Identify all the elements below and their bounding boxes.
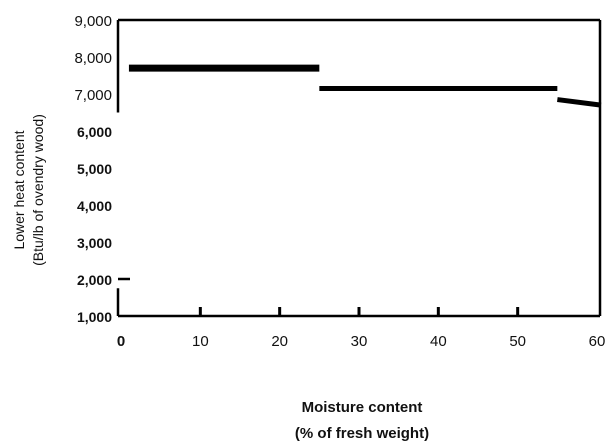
x-tick-label: 10 [192, 333, 209, 350]
x-axis-ticks: 0 10 20 30 40 50 60 [117, 307, 605, 350]
y-tick-label: 3,000 [77, 235, 112, 251]
y-tick-label: 7,000 [74, 87, 112, 104]
y-axis-title-line1: Lower heat content [11, 130, 27, 249]
series-segment [557, 97, 602, 108]
y-tick-label: 1,000 [77, 309, 112, 325]
x-tick-label: 30 [351, 333, 368, 350]
y-tick-label: 9,000 [74, 13, 112, 30]
y-tick-label: 8,000 [74, 50, 112, 67]
x-tick-label: 50 [509, 333, 526, 350]
x-tick-label: 20 [271, 333, 288, 350]
data-series [128, 64, 602, 108]
axes [116, 18, 602, 318]
y-tick-label: 5,000 [77, 161, 112, 177]
y-axis-ticks: 1,000 2,000 3,000 4,000 5,000 6,000 7,000 8,000… [74, 13, 112, 325]
x-tick-label: 0 [117, 333, 125, 350]
y-tick-label: 6,000 [77, 124, 112, 140]
y-tick-label: 4,000 [77, 198, 112, 214]
x-tick-label: 60 [589, 333, 605, 350]
x-axis-title-line1: Moisture content [302, 399, 423, 416]
y-tick-label: 2,000 [77, 272, 112, 288]
x-axis-title-line2: (% of fresh weight) [295, 425, 429, 442]
y-axis-title-line2: (Btu/lb of ovendry wood) [30, 114, 46, 266]
x-tick-label: 40 [430, 333, 447, 350]
